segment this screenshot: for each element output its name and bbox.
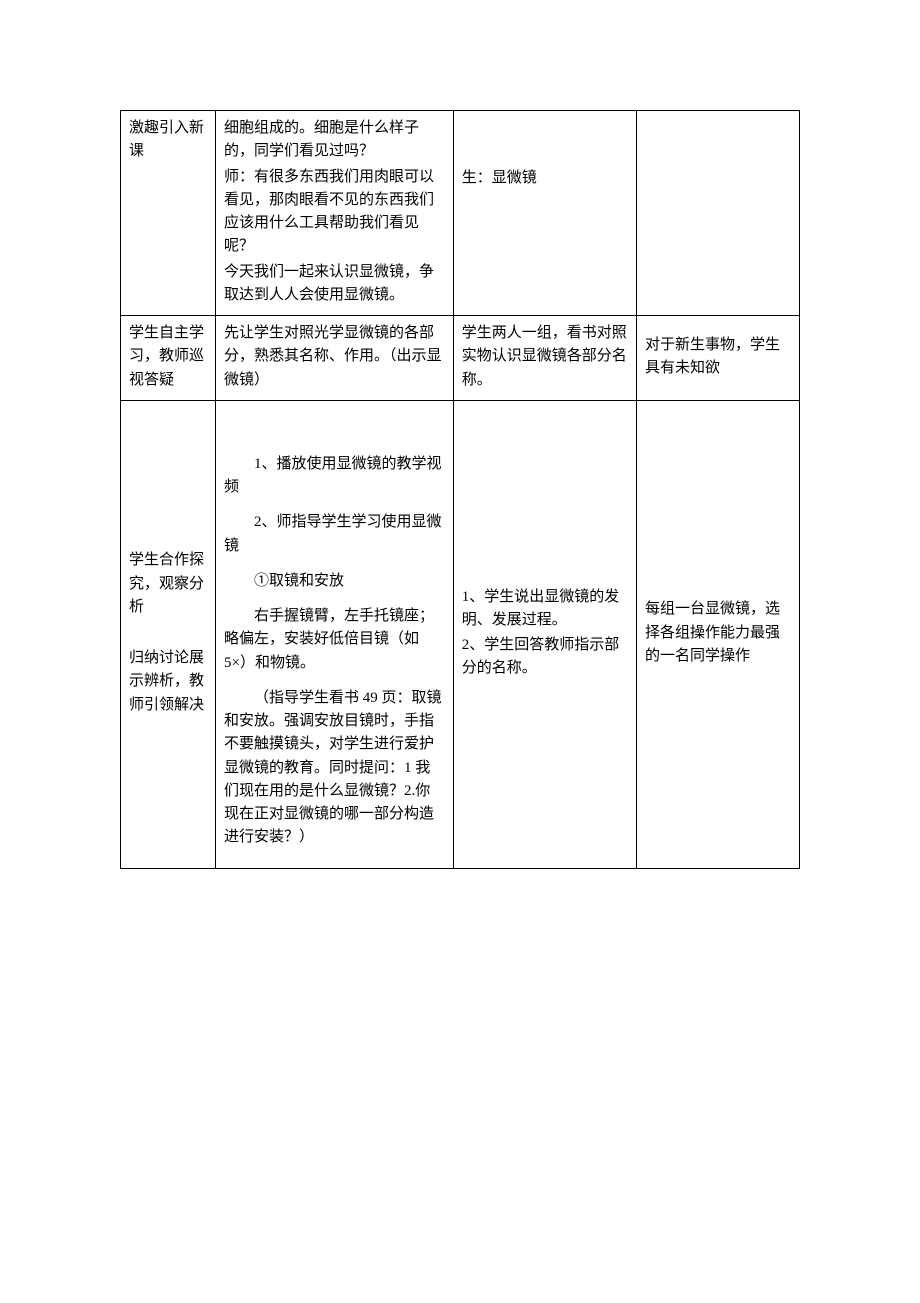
- phase-label: 学生自主学习，教师巡视答疑: [129, 322, 207, 392]
- design-intent-cell: 每组一台显微镜，选择各组操作能力最强的一名同学操作: [637, 400, 800, 868]
- table-row: 激趣引入新课 细胞组成的。细胞是什么样子的，同学们看见过吗？ 师：有很多东西我们…: [121, 111, 800, 316]
- teacher-activity-cell: 细胞组成的。细胞是什么样子的，同学们看见过吗？ 师：有很多东西我们用肉眼可以看见…: [216, 111, 454, 316]
- text: 右手握镜臂，左手托镜座；略偏左，安装好低倍目镜（如 5×）和物镜。: [224, 605, 445, 675]
- text: 师：有很多东西我们用肉眼可以看见，那肉眼看不见的东西我们应该用什么工具帮助我们看…: [224, 166, 445, 259]
- text: ①取镜和安放: [224, 570, 445, 593]
- phase-cell: 学生合作探究，观察分析 归纳讨论展示辨析，教师引领解决: [121, 400, 216, 868]
- text: 2、师指导学生学习使用显微镜: [224, 511, 445, 558]
- phase-cell: 激趣引入新课: [121, 111, 216, 316]
- text: 1、学生说出显微镜的发明、发展过程。: [462, 586, 628, 633]
- text: 生：显微镜: [462, 167, 628, 190]
- teacher-activity-cell: 1、播放使用显微镜的教学视频 2、师指导学生学习使用显微镜 ①取镜和安放 右手握…: [216, 400, 454, 868]
- lesson-plan-table: 激趣引入新课 细胞组成的。细胞是什么样子的，同学们看见过吗？ 师：有很多东西我们…: [120, 110, 800, 869]
- student-activity-cell: 1、学生说出显微镜的发明、发展过程。 2、学生回答教师指示部分的名称。: [453, 400, 636, 868]
- teacher-activity-cell: 先让学生对照光学显微镜的各部分，熟悉其名称、作用。（出示显微镜）: [216, 316, 454, 401]
- text: 2、学生回答教师指示部分的名称。: [462, 634, 628, 681]
- text: 1、播放使用显微镜的教学视频: [224, 453, 445, 500]
- design-intent-cell: [637, 111, 800, 316]
- text: （指导学生看书 49 页：取镜和安放。强调安放目镜时，手指不要触摸镜头，对学生进…: [224, 687, 445, 850]
- table-row: 学生合作探究，观察分析 归纳讨论展示辨析，教师引领解决 1、播放使用显微镜的教学…: [121, 400, 800, 868]
- phase-label: 激趣引入新课: [129, 117, 207, 164]
- text: 对于新生事物，学生具有未知欲: [645, 334, 791, 381]
- text: 学生两人一组，看书对照实物认识显微镜各部分名称。: [462, 322, 628, 392]
- phase-label: 归纳讨论展示辨析，教师引领解决: [129, 647, 207, 717]
- student-activity-cell: 生：显微镜: [453, 111, 636, 316]
- text: 今天我们一起来认识显微镜，争取达到人人会使用显微镜。: [224, 261, 445, 308]
- phase-cell: 学生自主学习，教师巡视答疑: [121, 316, 216, 401]
- design-intent-cell: 对于新生事物，学生具有未知欲: [637, 316, 800, 401]
- text: 每组一台显微镜，选择各组操作能力最强的一名同学操作: [645, 598, 791, 668]
- document-page: 激趣引入新课 细胞组成的。细胞是什么样子的，同学们看见过吗？ 师：有很多东西我们…: [0, 0, 920, 929]
- text: 细胞组成的。细胞是什么样子的，同学们看见过吗？: [224, 117, 445, 164]
- phase-label: 学生合作探究，观察分析: [129, 549, 207, 619]
- table-row: 学生自主学习，教师巡视答疑 先让学生对照光学显微镜的各部分，熟悉其名称、作用。（…: [121, 316, 800, 401]
- student-activity-cell: 学生两人一组，看书对照实物认识显微镜各部分名称。: [453, 316, 636, 401]
- text: 先让学生对照光学显微镜的各部分，熟悉其名称、作用。（出示显微镜）: [224, 322, 445, 392]
